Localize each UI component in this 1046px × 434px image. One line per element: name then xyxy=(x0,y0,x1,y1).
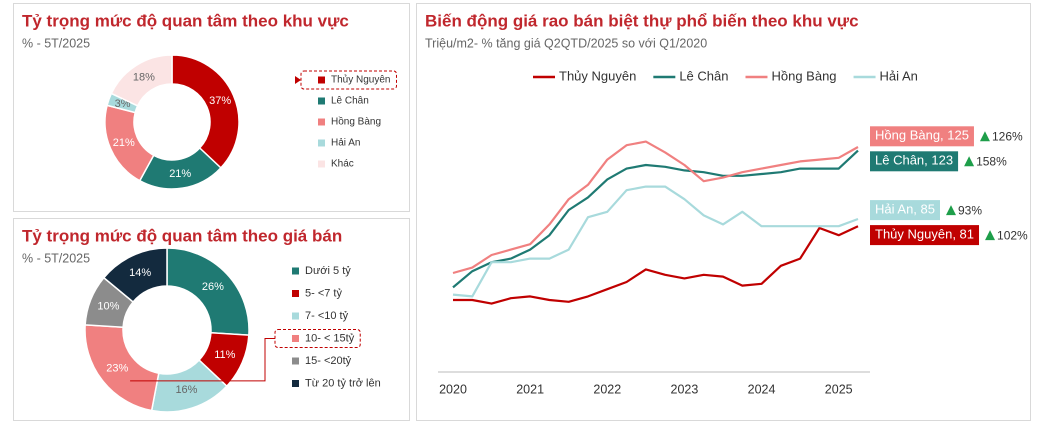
slice-label: 14% xyxy=(129,267,151,279)
x-tick-label: 2024 xyxy=(748,382,776,396)
donut-slice xyxy=(102,247,168,304)
end-label: Thủy Nguyên, 81 xyxy=(875,227,974,242)
legend-marker xyxy=(292,312,299,320)
legend-label: Lê Chân xyxy=(331,96,369,107)
legend-marker xyxy=(292,357,299,365)
legend-label: Lê Chân xyxy=(679,68,728,83)
panel xyxy=(13,3,410,212)
x-tick-label: 2020 xyxy=(439,382,467,396)
end-label: Hải An, 85 xyxy=(875,202,935,217)
legend-label: Hồng Bàng xyxy=(771,68,836,83)
legend-label: Thủy Nguyên xyxy=(559,68,636,83)
slice-label: 23% xyxy=(106,363,128,375)
end-label: Hồng Bàng, 125 xyxy=(875,128,969,143)
legend-marker xyxy=(318,139,325,147)
slice-label: 16% xyxy=(175,384,197,396)
legend-marker xyxy=(292,267,299,275)
chart-title: Tỷ trọng mức độ quan tâm theo khu vực xyxy=(22,11,349,30)
chart-title: Biến động giá rao bán biệt thự phổ biến … xyxy=(425,11,859,30)
up-triangle xyxy=(964,156,975,167)
change-label: 102% xyxy=(997,228,1028,242)
x-tick-label: 2023 xyxy=(671,382,699,396)
legend-marker xyxy=(318,97,325,105)
legend-label: Từ 20 tỷ trở lên xyxy=(305,377,381,389)
legend-marker xyxy=(292,380,299,387)
slice-label: 10% xyxy=(97,301,119,313)
series-line xyxy=(452,149,859,289)
highlight-arrow xyxy=(295,76,301,84)
change-label: 126% xyxy=(992,129,1023,143)
slice-label: 21% xyxy=(169,168,191,180)
panel xyxy=(416,3,1031,421)
donut-slice xyxy=(110,54,173,107)
slice-label: 11% xyxy=(214,349,235,361)
slice-label: 26% xyxy=(202,281,224,293)
legend-marker xyxy=(318,118,325,126)
slice-label: 18% xyxy=(133,72,155,84)
end-label: Lê Chân, 123 xyxy=(875,153,953,168)
legend-label: Hải An xyxy=(331,138,360,149)
legend-label: Thủy Nguyên xyxy=(331,74,390,86)
up-triangle xyxy=(985,230,996,241)
up-triangle xyxy=(946,205,956,216)
chart-subtitle: % - 5T/2025 xyxy=(22,251,90,265)
legend-marker xyxy=(292,335,299,342)
end-label-box xyxy=(870,200,940,221)
donut-slice xyxy=(171,54,240,169)
change-label: 158% xyxy=(976,154,1007,168)
x-tick-label: 2021 xyxy=(516,382,544,396)
change-label: 93% xyxy=(958,203,982,217)
end-label-box xyxy=(870,225,980,246)
legend-marker xyxy=(292,290,299,297)
x-tick-label: 2025 xyxy=(825,382,853,396)
end-label-box xyxy=(870,151,959,172)
legend-label: 5- <7 tỷ xyxy=(305,287,342,299)
end-label-box xyxy=(870,126,974,147)
legend-label: Hải An xyxy=(880,68,918,83)
slice-label: 21% xyxy=(113,137,135,149)
legend-label: 7- <10 tỷ xyxy=(305,310,349,322)
legend-label: 15- <20tỷ xyxy=(305,355,352,367)
chart-subtitle: Triệu/m2- % tăng giá Q2QTD/2025 so với Q… xyxy=(425,36,707,50)
x-tick-label: 2022 xyxy=(593,382,621,396)
series-line xyxy=(452,140,859,275)
chart-title: Tỷ trọng mức độ quan tâm theo giá bán xyxy=(22,226,342,245)
highlight-link xyxy=(130,338,275,382)
panel xyxy=(13,218,410,421)
up-triangle xyxy=(979,131,990,142)
series-line xyxy=(453,225,859,305)
legend-marker xyxy=(318,76,325,84)
legend-label: Dưới 5 tỷ xyxy=(305,265,351,277)
series-line xyxy=(452,185,859,298)
chart-subtitle: % - 5T/2025 xyxy=(22,36,90,50)
legend-label: Khác xyxy=(331,159,354,170)
legend-label: 10- < 15tỷ xyxy=(305,332,355,344)
legend-label: Hồng Bàng xyxy=(331,116,381,128)
legend-marker xyxy=(318,160,325,168)
slice-label: 37% xyxy=(209,95,231,107)
